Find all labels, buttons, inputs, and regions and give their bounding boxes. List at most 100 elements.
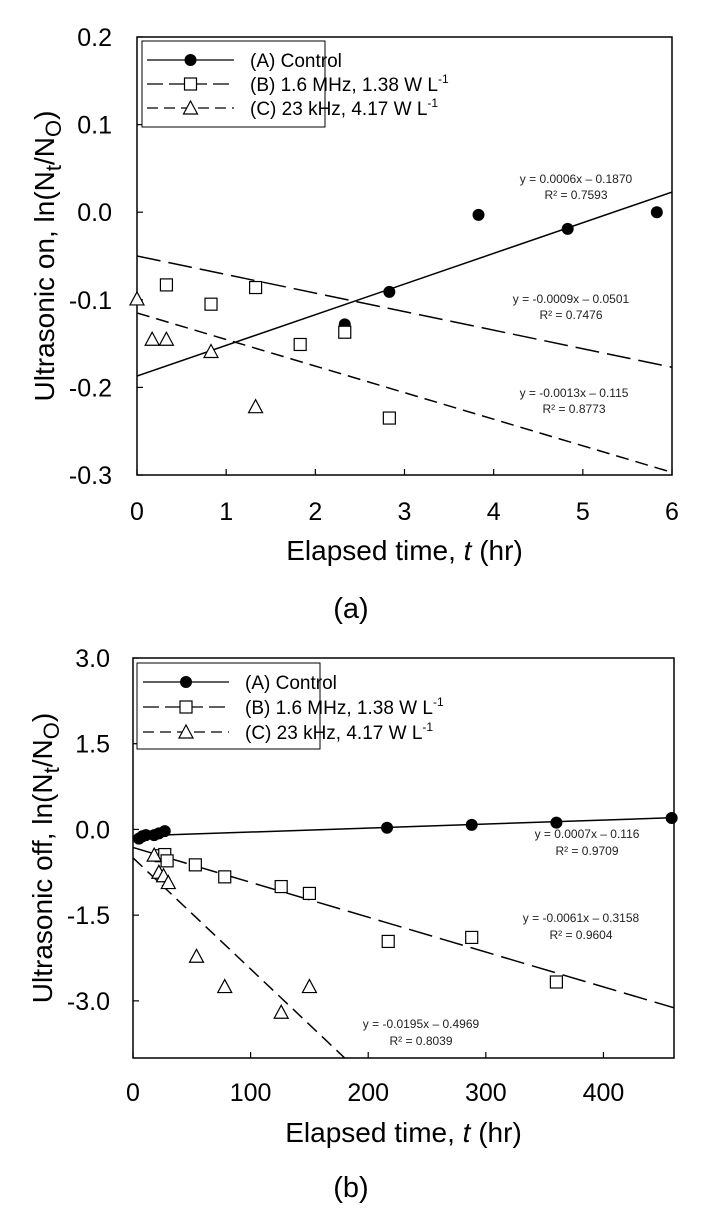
fit-line-mhz	[133, 846, 674, 1009]
series-control	[132, 812, 678, 845]
data-point-control	[650, 206, 663, 219]
y-axis-title: Ultrasonic off, ln(Nt/NO)	[27, 713, 64, 1003]
data-point-control	[665, 812, 678, 824]
legend-label-superscript: -1	[433, 695, 444, 709]
y-tick-label: 3.0	[75, 645, 110, 673]
legend-label-control: (A) Control	[250, 51, 342, 72]
data-point-control	[383, 285, 396, 298]
fit-line-khz	[133, 857, 346, 1058]
regression-equation: y = 0.0007x – 0.116	[535, 827, 640, 841]
legend-label-text: (B) 1.6 MHz, 1.38 W L	[245, 698, 433, 719]
y-axis-title-text: Ultrasonic off, ln(N	[27, 773, 58, 1003]
r-squared-label: R² = 0.8773	[542, 402, 605, 416]
r-squared-label: R² = 0.9604	[549, 928, 612, 942]
legend-box	[136, 662, 321, 750]
r-squared-label: R² = 0.7476	[539, 308, 602, 322]
legend-label-superscript: -1	[427, 96, 438, 110]
data-point-mhz	[381, 934, 395, 949]
x-tick-label: 0	[126, 1079, 140, 1107]
legend-label-superscript: -1	[422, 720, 433, 734]
y-tick-label: -3.0	[67, 988, 110, 1016]
series-control	[338, 206, 663, 331]
data-point-khz	[158, 330, 175, 346]
data-point-control	[381, 821, 394, 834]
y-axis-title-text: /N	[27, 739, 58, 767]
y-axis-title-subscript: t	[41, 165, 66, 171]
data-point-control	[561, 222, 574, 235]
legend-label-text: (C) 23 kHz, 4.17 W L	[250, 99, 427, 120]
chart-panel-b: 0 100 200 300 400 3.0 1.5 0.0 -1.5 -3.0 Elapsed ti…	[27, 645, 678, 1204]
legend-marker-khz	[182, 99, 199, 115]
x-axis-title-variable: t	[463, 1117, 472, 1148]
data-point-mhz	[465, 930, 479, 945]
legend-marker-control	[184, 54, 197, 66]
y-tick-label: -0.3	[69, 462, 112, 490]
data-point-mhz	[188, 858, 202, 872]
y-axis-title-text: /N	[29, 137, 60, 165]
legend-marker-control	[180, 676, 192, 688]
data-point-mhz	[218, 870, 232, 884]
legend-label-text: (C) 23 kHz, 4.17 W L	[245, 723, 422, 744]
data-point-mhz	[549, 975, 563, 989]
data-point-khz	[160, 874, 177, 890]
x-tick-label: 0	[130, 498, 144, 526]
data-point-khz	[301, 978, 318, 994]
x-tick-label: 200	[347, 1079, 389, 1107]
y-axis-title-subscript: t	[39, 767, 64, 773]
regression-equation: y = -0.0195x – 0.4969	[363, 1017, 480, 1031]
y-tick-label: 0.0	[77, 199, 112, 227]
legend-label-text: (B) 1.6 MHz, 1.38 W L	[250, 75, 438, 96]
data-point-khz	[247, 398, 264, 414]
fit-line-control	[137, 191, 672, 377]
x-axis-title-text: Elapsed time,	[285, 1117, 462, 1148]
chart-panel-a: 0 1 2 3 4 5 6 0.2 0.1 0.0 -0.1 -0.2 -0.3 Elapsed time…	[29, 24, 679, 625]
legend-label-text: (A) Control	[250, 51, 342, 72]
data-point-khz	[203, 343, 220, 359]
data-point-control	[139, 829, 152, 842]
legend-label-khz: (C) 23 kHz, 4.17 W L-1	[245, 720, 433, 744]
y-tick-label: 0.0	[75, 816, 110, 844]
data-point-mhz	[293, 337, 307, 352]
data-point-control	[158, 825, 171, 838]
y-axis-title: Ultrasonic on, ln(Nt/NO)	[29, 111, 66, 402]
r-squared-label: R² = 0.9709	[555, 844, 618, 858]
x-tick-label: 6	[665, 498, 679, 526]
r-squared-label: R² = 0.8039	[389, 1034, 452, 1048]
x-tick-label: 1	[219, 498, 233, 526]
y-axis-title-subscript: O	[41, 120, 66, 137]
y-tick-label: -1.5	[67, 902, 110, 930]
legend-marker-mhz	[179, 700, 193, 714]
x-tick-label: 2	[308, 498, 322, 526]
plot-area	[133, 816, 674, 1058]
y-tick-label: 0.2	[77, 24, 112, 52]
data-point-khz	[146, 846, 163, 862]
legend: (A) Control(B) 1.6 MHz, 1.38 W L-1(C) 23…	[136, 662, 444, 750]
data-point-khz	[188, 948, 205, 963]
panel-label: (a)	[333, 593, 368, 625]
series-khz	[128, 290, 264, 414]
x-axis-title: Elapsed time, t (hr)	[286, 535, 523, 566]
data-point-mhz	[338, 325, 352, 339]
y-axis-title-text: )	[27, 713, 58, 722]
y-tick-label: 1.5	[75, 731, 110, 759]
legend-label-khz: (C) 23 kHz, 4.17 W L-1	[250, 96, 438, 120]
data-point-mhz	[160, 854, 174, 868]
regression-equation: y = -0.0061x – 0.3158	[523, 911, 640, 925]
y-tick-label: 0.1	[77, 112, 112, 140]
data-point-khz	[216, 978, 233, 994]
regression-equation: y = -0.0009x – 0.0501	[513, 292, 630, 306]
data-point-control	[472, 208, 485, 221]
data-point-mhz	[302, 886, 317, 901]
fit-line-khz	[137, 312, 672, 474]
x-tick-label: 400	[583, 1079, 625, 1107]
legend-label-superscript: -1	[438, 72, 449, 86]
legend-label-mhz: (B) 1.6 MHz, 1.38 W L-1	[245, 695, 444, 719]
x-tick-label: 100	[230, 1079, 272, 1107]
x-axis-title-unit: (hr)	[470, 1117, 521, 1148]
x-tick-label: 300	[465, 1079, 507, 1107]
y-axis-title-subscript: O	[39, 722, 64, 739]
r-squared-label: R² = 0.7593	[544, 188, 607, 202]
data-point-control	[550, 816, 563, 829]
data-point-mhz	[159, 278, 174, 292]
